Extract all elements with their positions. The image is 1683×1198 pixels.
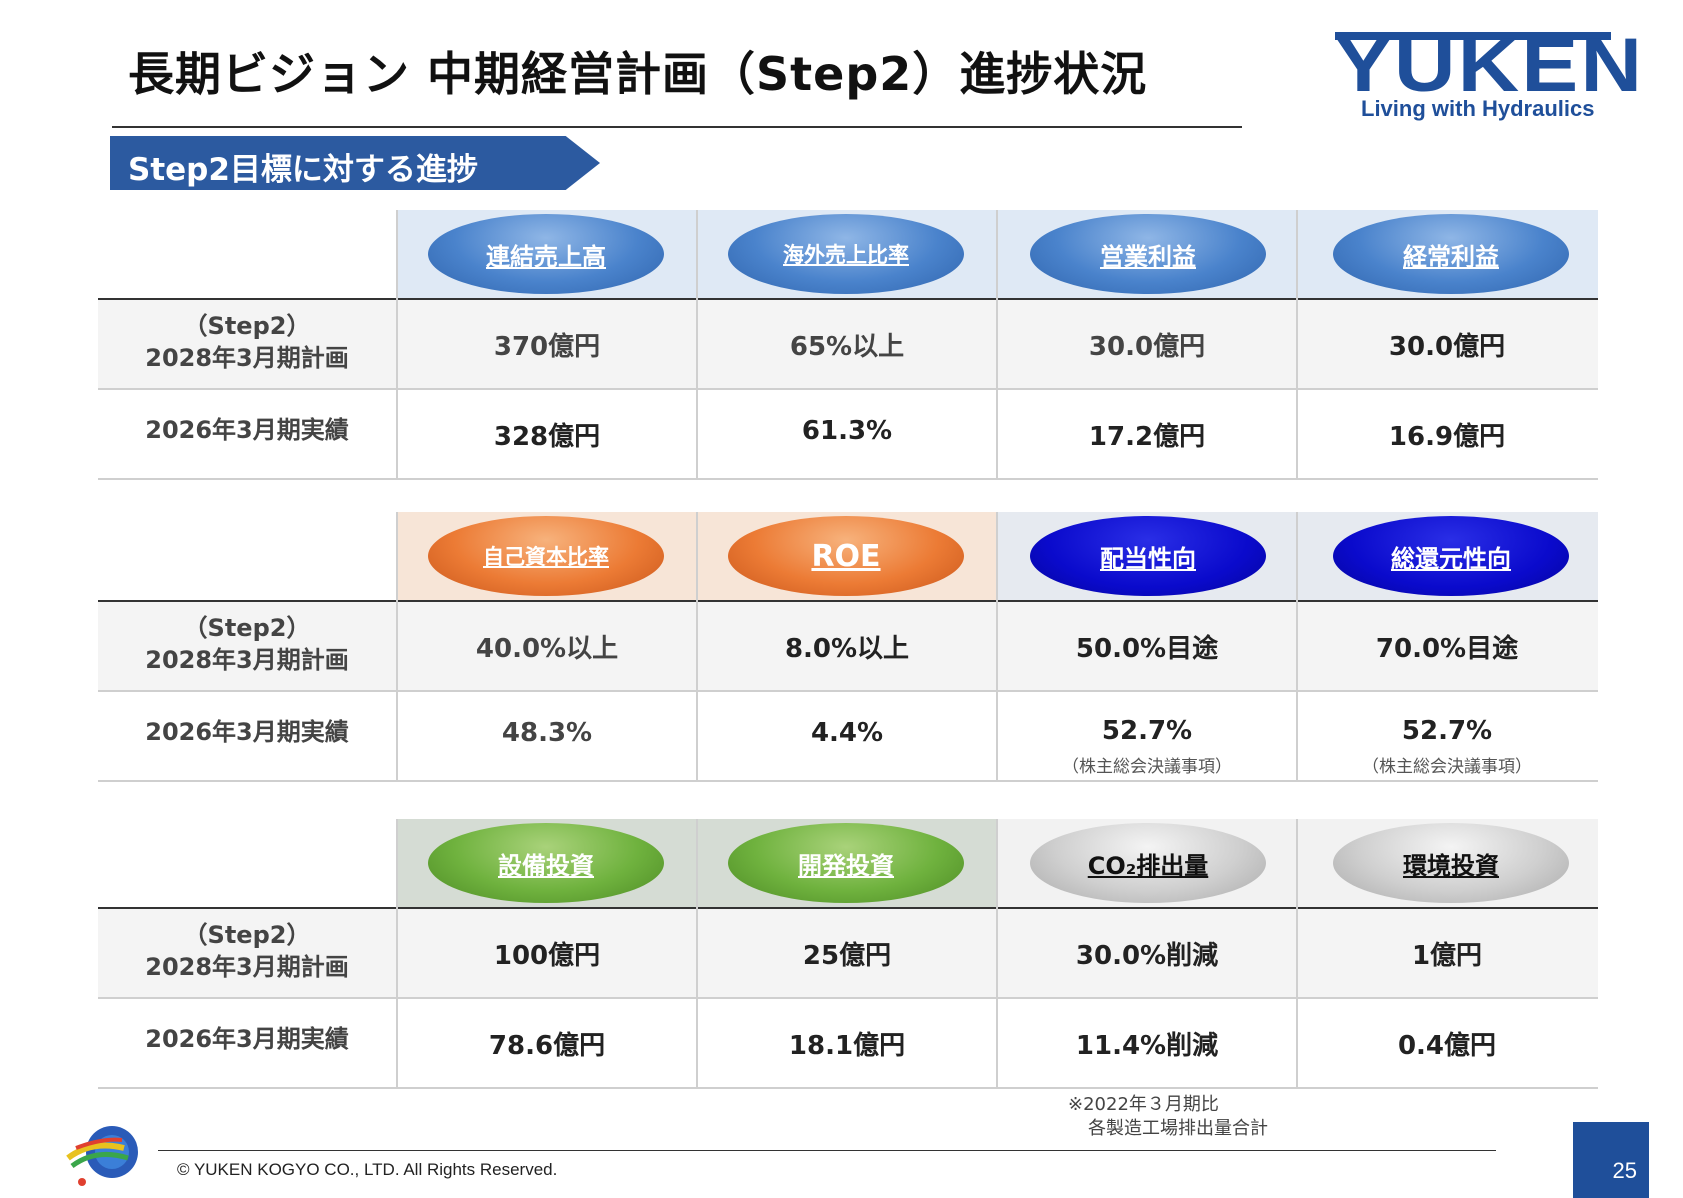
kpi-link-roe[interactable]: ROE [728, 516, 964, 596]
actual-row-label: 2026年3月期実績 [145, 718, 349, 746]
yuken-logo: YUKEN Living with Hydraulics [1335, 28, 1642, 128]
actual-value: 4.4% [810, 718, 884, 748]
kpi-link-overseas-sales-ratio[interactable]: 海外売上比率 [728, 214, 964, 294]
row-divider [98, 690, 1598, 692]
kpi-link-operating-profit[interactable]: 営業利益 [1030, 214, 1266, 294]
shareholder-resolution-note: （株主総会決議事項） [1362, 757, 1532, 777]
actual-value: 328億円 [493, 422, 601, 452]
actual-value: 52.7% [1401, 716, 1493, 746]
plan-value: 370億円 [493, 332, 601, 362]
actual-value: 52.7% [1101, 716, 1193, 746]
kpi-link-payout-ratio[interactable]: 配当性向 [1030, 516, 1266, 596]
copyright-text: © YUKEN KOGYO CO., LTD. All Rights Reser… [177, 1160, 558, 1179]
col-divider [996, 512, 998, 782]
kpi-link-co2-emissions[interactable]: CO₂排出量 [1030, 823, 1266, 903]
plan-label-line1: （Step2） [183, 921, 311, 949]
footnote-line2: 各製造工場排出量合計 [1088, 1118, 1268, 1139]
plan-row-label: （Step2） 2028年3月期計画 [98, 919, 396, 983]
kpi-block-sales-profit: 連結売上高 海外売上比率 営業利益 経常利益 （Step2） 2028年3月期計… [98, 210, 1598, 482]
actual-row-label: 2026年3月期実績 [145, 1025, 349, 1053]
section-banner-label: Step2目標に対する進捗 [128, 152, 478, 188]
kpi-link-environmental-investment[interactable]: 環境投資 [1333, 823, 1569, 903]
actual-value: 18.1億円 [788, 1031, 906, 1061]
plan-value: 100億円 [493, 941, 601, 971]
actual-value: 11.4%削減 [1075, 1031, 1219, 1061]
actual-value: 0.4億円 [1397, 1031, 1497, 1061]
actual-value: 48.3% [501, 718, 593, 748]
row-divider [98, 1087, 1598, 1089]
plan-value: 8.0%以上 [784, 634, 910, 664]
row-divider [98, 388, 1598, 390]
logo-tagline: Living with Hydraulics [1361, 96, 1595, 121]
footnote-line1: ※2022年３月期比 [1068, 1094, 1219, 1115]
col-divider [396, 210, 398, 480]
kpi-link-consolidated-sales[interactable]: 連結売上高 [428, 214, 664, 294]
kpi-link-equity-ratio[interactable]: 自己資本比率 [428, 516, 664, 596]
logo-bar [1335, 32, 1611, 40]
plan-label-line1: （Step2） [183, 312, 311, 340]
kpi-link-rd-investment[interactable]: 開発投資 [728, 823, 964, 903]
plan-row [98, 300, 1598, 388]
plan-value: 50.0%目途 [1075, 634, 1219, 664]
actual-value: 17.2億円 [1088, 422, 1206, 452]
row-divider [98, 478, 1598, 480]
plan-row [98, 602, 1598, 690]
kpi-link-total-return-ratio[interactable]: 総還元性向 [1333, 516, 1569, 596]
plan-value: 1億円 [1411, 941, 1483, 971]
row-divider [98, 997, 1598, 999]
plan-row-label: （Step2） 2028年3月期計画 [98, 612, 396, 676]
actual-row [98, 999, 1598, 1087]
actual-value: 16.9億円 [1388, 422, 1506, 452]
col-divider [696, 210, 698, 480]
header-divider [98, 600, 1598, 602]
plan-value: 40.0%以上 [475, 634, 619, 664]
shareholder-resolution-note: （株主総会決議事項） [1062, 757, 1232, 777]
co2-footnote: ※2022年３月期比 各製造工場排出量合計 [1068, 1093, 1268, 1141]
plan-label-line1: （Step2） [183, 614, 311, 642]
actual-row [98, 692, 1598, 780]
plan-value: 65%以上 [789, 332, 905, 362]
plan-value: 70.0%目途 [1375, 634, 1519, 664]
col-divider [996, 210, 998, 480]
plan-label-line2: 2028年3月期計画 [145, 953, 349, 981]
plan-value: 30.0%削減 [1075, 941, 1219, 971]
plan-label-line2: 2028年3月期計画 [145, 646, 349, 674]
title-divider [112, 126, 1242, 128]
section-banner: Step2目標に対する進捗 [110, 136, 600, 190]
kpi-block-capital-returns: 自己資本比率 ROE 配当性向 総還元性向 （Step2） 2028年3月期計画… [98, 512, 1598, 784]
plan-row-label: （Step2） 2028年3月期計画 [98, 310, 396, 374]
col-divider [696, 819, 698, 1089]
corporate-mark-icon [66, 1126, 138, 1186]
actual-value: 78.6億円 [488, 1031, 606, 1061]
page-title: 長期ビジョン 中期経営計画（Step2）進捗状況 [128, 47, 1148, 101]
col-divider [1296, 819, 1298, 1089]
plan-value: 30.0億円 [1088, 332, 1206, 362]
actual-row [98, 390, 1598, 478]
page-number: 25 [1612, 1158, 1637, 1183]
col-divider [996, 819, 998, 1089]
header-divider [98, 298, 1598, 300]
plan-label-line2: 2028年3月期計画 [145, 344, 349, 372]
col-divider [696, 512, 698, 782]
plan-row [98, 909, 1598, 997]
page-number-badge: 25 [1573, 1122, 1649, 1198]
col-divider [1296, 512, 1298, 782]
actual-value: 61.3% [801, 416, 893, 446]
col-divider [396, 819, 398, 1089]
col-divider [396, 512, 398, 782]
kpi-link-capex[interactable]: 設備投資 [428, 823, 664, 903]
row-divider [98, 780, 1598, 782]
plan-value: 25億円 [802, 941, 892, 971]
logo-wordmark: YUKEN [1335, 23, 1645, 108]
header-divider [98, 907, 1598, 909]
kpi-block-investment-environment: 設備投資 開発投資 CO₂排出量 環境投資 （Step2） 2028年3月期計画… [98, 819, 1598, 1091]
plan-value: 30.0億円 [1388, 332, 1506, 362]
actual-row-label: 2026年3月期実績 [145, 416, 349, 444]
col-divider [1296, 210, 1298, 480]
footer-divider [158, 1150, 1496, 1151]
kpi-link-ordinary-profit[interactable]: 経常利益 [1333, 214, 1569, 294]
